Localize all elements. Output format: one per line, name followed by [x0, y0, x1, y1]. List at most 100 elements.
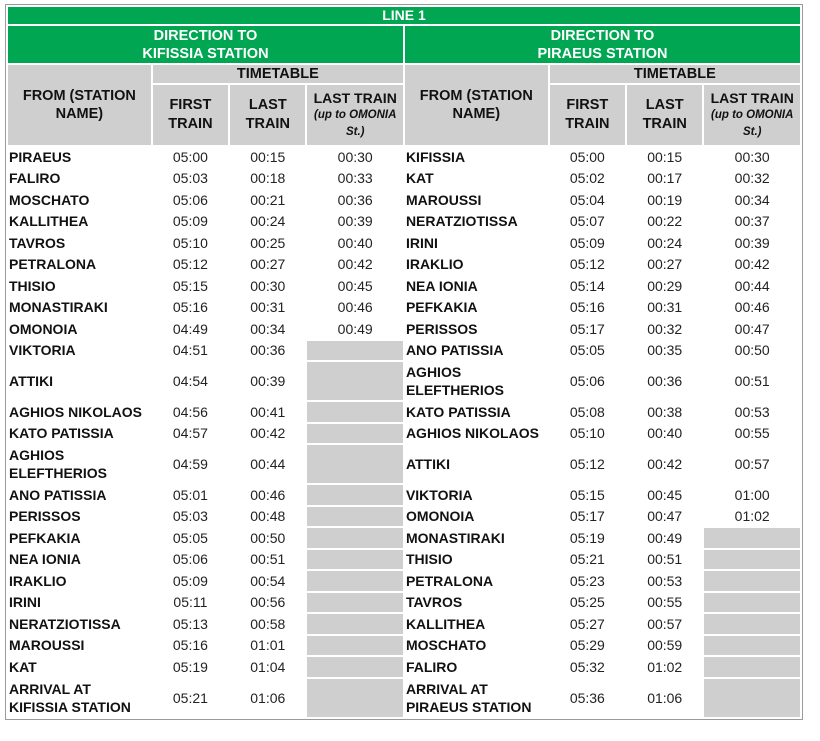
station-name-right: KIFISSIA [405, 148, 466, 165]
last-train-header-right: LAST TRAIN [627, 85, 703, 145]
last-train-time-left: 01:06 [250, 689, 286, 706]
last-train-omonia-empty-right [704, 549, 800, 569]
first-train-time-left: 05:19 [172, 658, 208, 675]
line1-timetable: LINE 1 DIRECTION TO KIFISSIA STATION DIR… [6, 5, 802, 719]
last-train-time-left: 00:42 [250, 425, 286, 442]
last-train-omonia-header-left: LAST TRAIN (up to OMONIA St.) [307, 85, 403, 145]
last-train-time-left: 00:24 [250, 213, 286, 230]
first-train-time-left: 05:11 [173, 594, 208, 611]
first-train-time-left: 05:21 [172, 689, 208, 706]
last-train-time-right: 00:31 [647, 299, 683, 316]
last-train-time-left: 00:25 [250, 234, 286, 251]
last-train-omonia-time-right: 00:46 [734, 299, 770, 316]
table-row: ATTIKI 04:54 00:39 AGHIOS ELEFTHERIOS 05:06 0… [8, 362, 800, 400]
last-train-omonia-sub-right: (up to OMONIA St.) [711, 108, 794, 138]
station-name-right: MONASTIRAKI [405, 529, 505, 546]
last-train-omonia-time-right: 00:53 [734, 403, 770, 420]
last-train-omonia-empty-left [307, 506, 403, 526]
first-train-time-right: 05:17 [569, 320, 605, 337]
station-name-left: IRAKLIO [9, 572, 67, 589]
last-train-time-right: 00:51 [647, 551, 683, 568]
first-train-time-right: 05:25 [569, 594, 605, 611]
last-train-omonia-time-left: 00:30 [337, 148, 373, 165]
last-train-time-right: 00:53 [647, 572, 683, 589]
first-train-time-left: 04:51 [172, 342, 208, 359]
last-train-time-right: 01:06 [647, 689, 683, 706]
station-name-right: PETRALONA [405, 572, 494, 589]
last-train-omonia-empty-left [307, 657, 403, 677]
station-name-left: IRINI [9, 594, 41, 611]
last-train-time-right: 00:59 [647, 637, 683, 654]
last-train-time-right: 00:45 [647, 486, 683, 503]
last-train-time-left: 00:18 [250, 170, 286, 187]
first-train-time-right: 05:29 [569, 637, 605, 654]
last-train-omonia-time-right: 00:55 [734, 425, 770, 442]
direction-kifissia-heading: DIRECTION TO KIFISSIA STATION [8, 26, 403, 63]
table-row: FALIRO 05:03 00:18 00:33 KAT 05:02 00:17 00:32 [8, 169, 800, 189]
station-name-left: PIRAEUS [9, 148, 72, 165]
station-name-left: THISIO [9, 277, 56, 294]
last-train-omonia-time-right: 00:34 [734, 191, 770, 208]
station-name-right: MAROUSSI [405, 191, 482, 208]
station-name-left: FALIRO [9, 170, 61, 187]
table-row: PETRALONA 05:12 00:27 00:42 IRAKLIO 05:12 00:2… [8, 255, 800, 275]
last-train-time-left: 00:31 [250, 299, 286, 316]
station-name-left: ATTIKI [9, 373, 54, 389]
last-train-time-right: 00:42 [647, 456, 683, 472]
station-name-right: NEA IONIA [405, 277, 478, 294]
last-train-time-right: 00:27 [647, 256, 683, 273]
last-train-time-right: 01:02 [647, 658, 683, 675]
station-name-right: IRINI [405, 234, 438, 251]
last-train-time-right: 00:32 [647, 320, 683, 337]
last-train-time-left: 00:39 [250, 373, 286, 389]
station-name-right: NERATZIOTISSA [405, 213, 518, 230]
last-train-time-left: 00:27 [250, 256, 286, 273]
last-train-omonia-empty-left [307, 485, 403, 505]
last-train-omonia-empty-left [307, 423, 403, 443]
station-name-right: IRAKLIO [405, 256, 464, 273]
last-train-time-right: 00:57 [647, 615, 683, 632]
first-train-time-left: 04:49 [172, 320, 208, 337]
from-station-header-left: FROM (STATION NAME) [8, 65, 151, 145]
last-train-omonia-empty-right [704, 614, 800, 634]
last-train-time-right: 00:36 [647, 373, 683, 389]
table-row: AGHIOS ELEFTHERIOS 04:59 00:44 ATTIKI 05:12 0… [8, 445, 800, 483]
last-train-omonia-empty-left [307, 528, 403, 548]
last-train-omonia-empty-left [307, 402, 403, 422]
first-train-time-left: 05:05 [172, 529, 208, 546]
last-train-omonia-time-right: 00:47 [734, 320, 770, 337]
table-row: ARRIVAL AT KIFISSIA STATION 05:21 01:06 ARR… [8, 678, 800, 717]
last-train-omonia-time-right: 00:32 [734, 170, 770, 187]
last-train-time-left: 00:30 [250, 277, 286, 294]
station-name-left: AGHIOS NIKOLAOS [9, 403, 143, 420]
last-train-omonia-time-right: 00:39 [734, 234, 770, 251]
last-train-omonia-label-left: LAST TRAIN [313, 89, 397, 106]
first-train-time-right: 05:23 [569, 572, 605, 589]
first-train-time-right: 05:36 [569, 689, 605, 706]
from-station-header-right: FROM (STATION NAME) [404, 65, 548, 145]
station-name-right: PERISSOS [405, 320, 478, 337]
station-name-right: KAT [405, 170, 434, 187]
first-train-time-left: 05:00 [172, 148, 208, 165]
last-train-time-right: 00:35 [647, 342, 683, 359]
first-train-time-right: 05:09 [569, 234, 605, 251]
station-name-right: TAVROS [405, 594, 463, 611]
last-train-omonia-time-right: 00:37 [734, 213, 770, 230]
first-train-time-right: 05:32 [569, 658, 605, 675]
first-train-time-left: 05:09 [172, 213, 208, 230]
first-train-time-right: 05:12 [569, 256, 605, 273]
table-row: NERATZIOTISSA 05:13 00:58 KALLITHEA 05:27 00:… [8, 614, 800, 634]
station-name-right: THISIO [405, 551, 453, 568]
table-row: IRAKLIO 05:09 00:54 PETRALONA 05:23 00:53 [8, 571, 800, 591]
first-train-time-right: 05:17 [569, 508, 605, 525]
last-train-omonia-empty-left [307, 635, 403, 655]
first-train-time-left: 04:56 [172, 403, 208, 420]
first-train-time-left: 04:57 [172, 425, 208, 442]
station-name-right: VIKTORIA [405, 486, 473, 503]
last-train-time-right: 00:19 [647, 191, 683, 208]
station-name-right: FALIRO [405, 658, 458, 675]
direction-piraeus-line2: PIRAEUS STATION [537, 45, 668, 62]
first-train-time-right: 05:14 [569, 277, 605, 294]
last-train-time-right: 00:22 [647, 213, 683, 230]
first-train-time-left: 05:01 [172, 486, 208, 503]
